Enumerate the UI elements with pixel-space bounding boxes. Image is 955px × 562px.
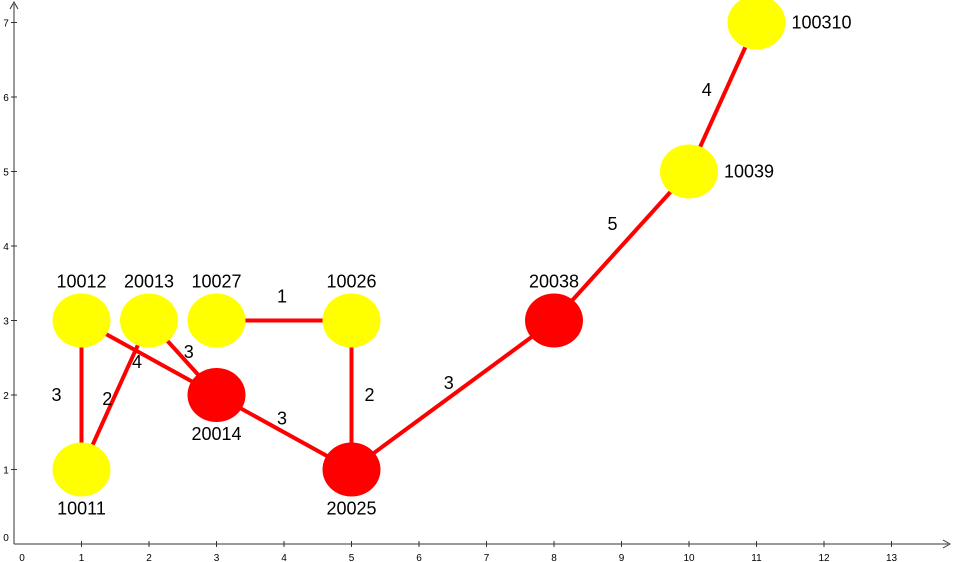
node-label: 10011: [57, 499, 106, 519]
node-10012[interactable]: [52, 293, 111, 348]
node-20038[interactable]: [525, 293, 583, 348]
node-label: 100310: [792, 13, 852, 33]
edge-weight-label: 3: [444, 373, 454, 393]
edge-20025-20038: [350, 318, 556, 472]
edge-20038-10039: [552, 170, 691, 322]
y-tick-label: 4: [3, 242, 9, 253]
node-label: 10012: [56, 272, 106, 292]
x-tick-label: 6: [416, 553, 422, 562]
edge-weight-label: 1: [277, 287, 287, 307]
nodes: [52, 0, 786, 497]
edges: [79, 21, 759, 472]
y-tick-label: 1: [3, 466, 9, 477]
edge-weight-label: 2: [102, 389, 112, 409]
x-tick-label: 9: [619, 553, 625, 562]
y-tick-label: 3: [3, 317, 9, 328]
node-label: 10027: [191, 272, 241, 292]
x-tick-label: 4: [281, 553, 287, 562]
node-20014[interactable]: [187, 368, 246, 422]
y-tick-label: 6: [3, 93, 9, 104]
node-20013[interactable]: [120, 293, 178, 348]
node-10039[interactable]: [660, 144, 718, 199]
node-10027[interactable]: [187, 293, 246, 348]
x-tick-label: 11: [751, 553, 762, 562]
edge-weight-label: 4: [702, 80, 712, 100]
x-tick-label: 1: [79, 553, 85, 562]
node-label: 20014: [191, 424, 241, 444]
node-label: 20013: [124, 272, 174, 292]
node-labels: 10012 20013 10027 10026 20014 10011 20025 20038…: [56, 13, 851, 519]
x-tick-label: 0: [19, 553, 25, 562]
node-10026[interactable]: [322, 293, 381, 348]
node-100310[interactable]: [727, 0, 786, 50]
x-axis-arrow-icon: [942, 539, 952, 549]
node-10011[interactable]: [52, 442, 111, 497]
node-label: 10026: [326, 272, 376, 292]
node-20025[interactable]: [322, 442, 381, 497]
y-tick-label: 7: [3, 19, 9, 30]
y-tick-label: 5: [3, 168, 9, 179]
edge-weight-label: 3: [51, 385, 61, 405]
x-tick-label: 12: [818, 553, 830, 562]
node-label: 20038: [529, 272, 579, 292]
x-tick-label: 2: [146, 553, 152, 562]
x-tick-label: 13: [886, 553, 898, 562]
y-axis-arrow-icon: [9, 0, 19, 10]
x-tick-label: 8: [551, 553, 557, 562]
x-tick-label: 10: [683, 553, 695, 562]
edge-weight-label: 3: [184, 342, 194, 362]
x-tick-label: 5: [349, 553, 355, 562]
y-tick-label: 0: [3, 533, 9, 544]
node-label: 10039: [724, 162, 774, 182]
edge-weight-label: 4: [132, 352, 142, 372]
node-label: 20025: [326, 499, 376, 519]
y-tick-label: 2: [3, 391, 9, 402]
x-tick-label: 3: [214, 553, 220, 562]
edge-weight-label: 3: [277, 408, 287, 428]
x-tick-label: 7: [484, 553, 490, 562]
edge-weight-label: 5: [607, 214, 617, 234]
edge-weight-label: 2: [364, 385, 374, 405]
